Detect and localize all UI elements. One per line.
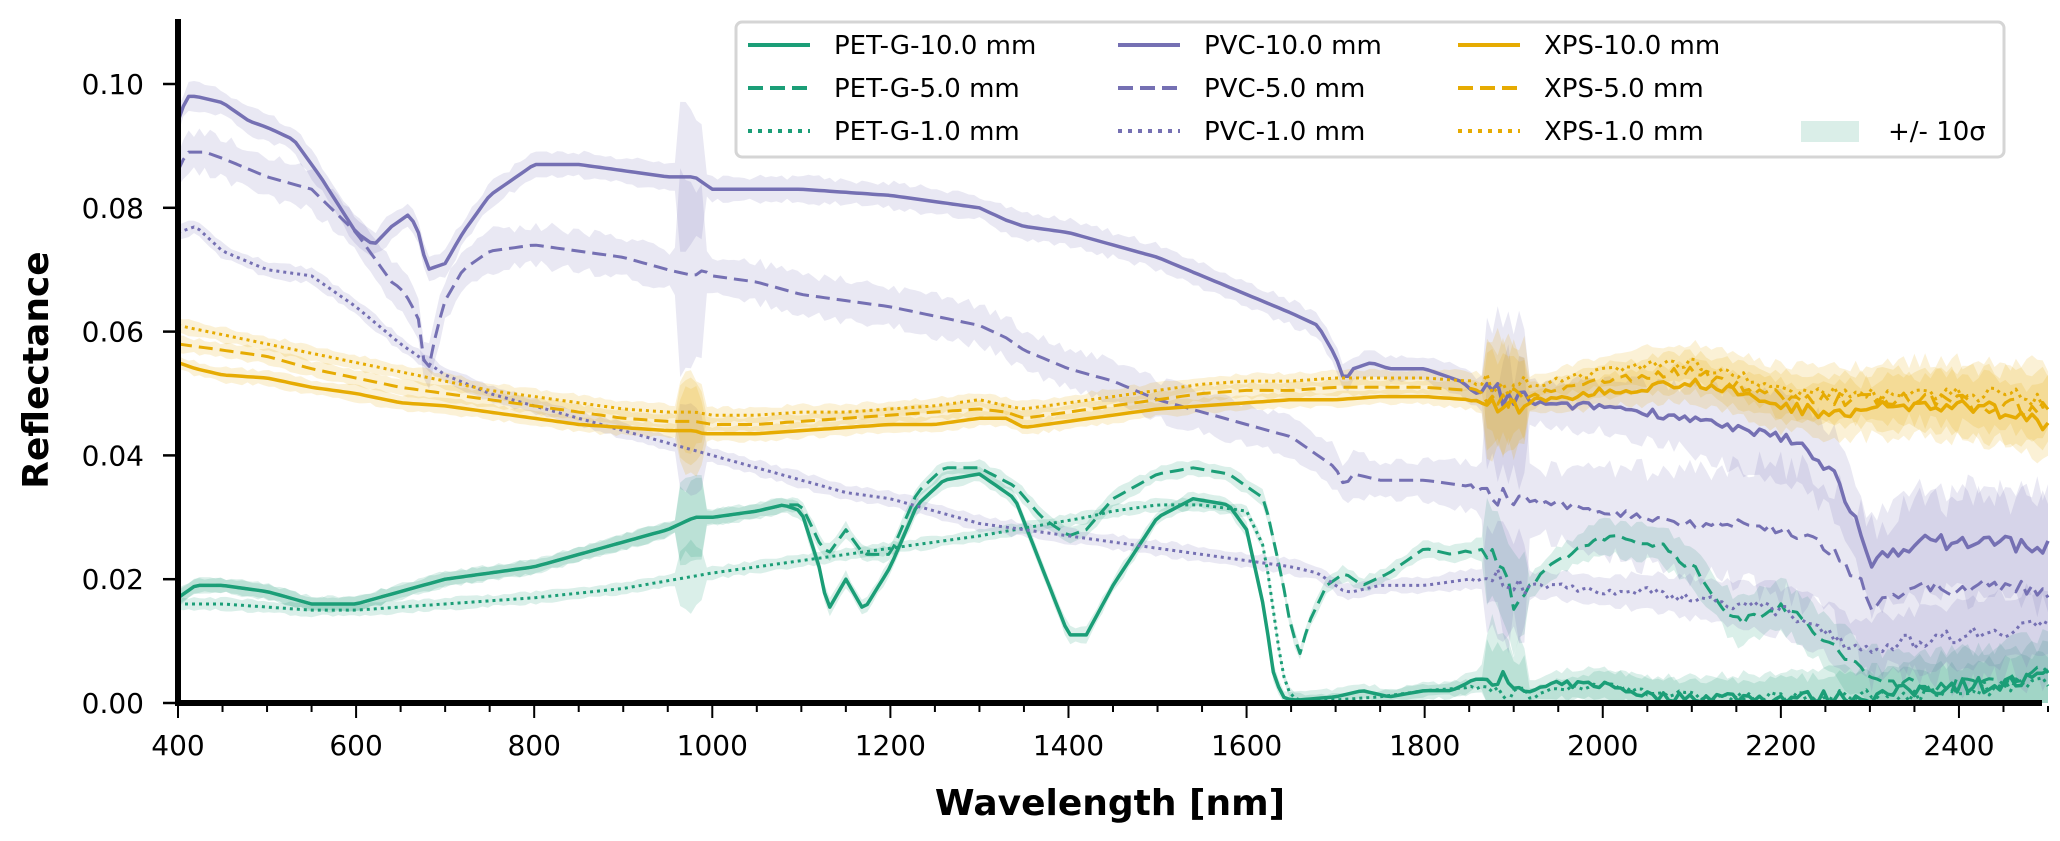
y-tick-label: 0.08 <box>82 192 144 225</box>
legend-band-swatch <box>1801 121 1859 142</box>
legend-label: XPS-5.0 mm <box>1544 74 1704 104</box>
legend-item: XPS-10.0 mm <box>1458 31 1720 61</box>
legend-label: XPS-1.0 mm <box>1544 117 1704 147</box>
band-pvc-5-0-mm <box>178 128 2048 699</box>
series-lines <box>176 94 2050 705</box>
legend-item: XPS-1.0 mm <box>1458 117 1704 147</box>
x-tick-label: 2400 <box>1923 729 1994 762</box>
x-tick-label: 1600 <box>1211 729 1282 762</box>
y-tick-label: 0.02 <box>82 563 144 596</box>
legend: PET-G-10.0 mm PET-G-5.0 mm PET-G-1.0 mm PVC… <box>734 20 2006 159</box>
legend-label: PVC-1.0 mm <box>1204 117 1365 147</box>
x-ticks: 400 600 800 1000 1200 1400 1600 1800 2000 2200 240… <box>151 706 2049 762</box>
legend-label: PET-G-5.0 mm <box>834 74 1020 104</box>
x-tick-label: 800 <box>507 729 560 762</box>
band-xps-10-0-mm <box>178 348 2048 477</box>
legend-item: PVC-10.0 mm <box>1118 31 1382 61</box>
y-axis-title: Reflectance <box>16 251 57 488</box>
x-tick-label: 400 <box>151 729 204 762</box>
legend-label: PVC-5.0 mm <box>1204 74 1365 104</box>
legend-item: PVC-5.0 mm <box>1118 74 1365 104</box>
x-tick-label: 1000 <box>677 729 748 762</box>
band-pvc-1-0-mm <box>178 220 2048 681</box>
y-ticks: 0.00 0.02 0.04 0.06 0.08 0.10 <box>82 68 178 720</box>
legend-item: PVC-1.0 mm <box>1118 117 1365 147</box>
x-tick-label: 2000 <box>1567 729 1638 762</box>
legend-label: XPS-10.0 mm <box>1544 31 1720 61</box>
x-axis-title: Wavelength [nm] <box>935 783 1285 824</box>
x-tick-label: 2200 <box>1745 729 1816 762</box>
series-line-xps-10-0-mm <box>177 360 2050 436</box>
legend-label: PVC-10.0 mm <box>1204 31 1382 61</box>
legend-item: +/- 10σ <box>1801 117 1986 147</box>
band-pet-g-5-0-mm <box>178 459 2048 703</box>
band-pvc-10-0-mm <box>178 81 2048 620</box>
legend-frame <box>734 20 2006 159</box>
legend-label: PET-G-1.0 mm <box>834 117 1020 147</box>
x-tick-label: 1400 <box>1033 729 1104 762</box>
legend-item: PET-G-1.0 mm <box>748 117 1020 147</box>
x-tick-label: 600 <box>329 729 382 762</box>
band-xps-5-0-mm <box>178 335 2048 466</box>
series-line-xps-1-0-mm <box>177 323 2049 417</box>
legend-item: XPS-5.0 mm <box>1458 74 1704 104</box>
legend-label: PET-G-10.0 mm <box>834 31 1036 61</box>
series-line-xps-5-0-mm <box>177 342 2050 426</box>
series-line-pvc-5-0-mm <box>176 150 2050 612</box>
y-tick-label: 0.06 <box>82 316 144 349</box>
x-tick-label: 1800 <box>1389 729 1460 762</box>
axes <box>175 19 2042 706</box>
legend-item: PET-G-5.0 mm <box>748 74 1020 104</box>
y-tick-label: 0.04 <box>82 439 144 472</box>
band-pet-g-1-0-mm <box>178 497 2048 703</box>
y-tick-label: 0.10 <box>82 68 144 101</box>
legend-item: PET-G-10.0 mm <box>748 31 1036 61</box>
y-tick-label: 0.00 <box>82 687 144 720</box>
series-line-pet-g-5-0-mm <box>177 466 2050 694</box>
x-tick-label: 1200 <box>855 729 926 762</box>
series-line-pvc-10-0-mm <box>176 94 2050 569</box>
legend-label: +/- 10σ <box>1888 117 1986 147</box>
